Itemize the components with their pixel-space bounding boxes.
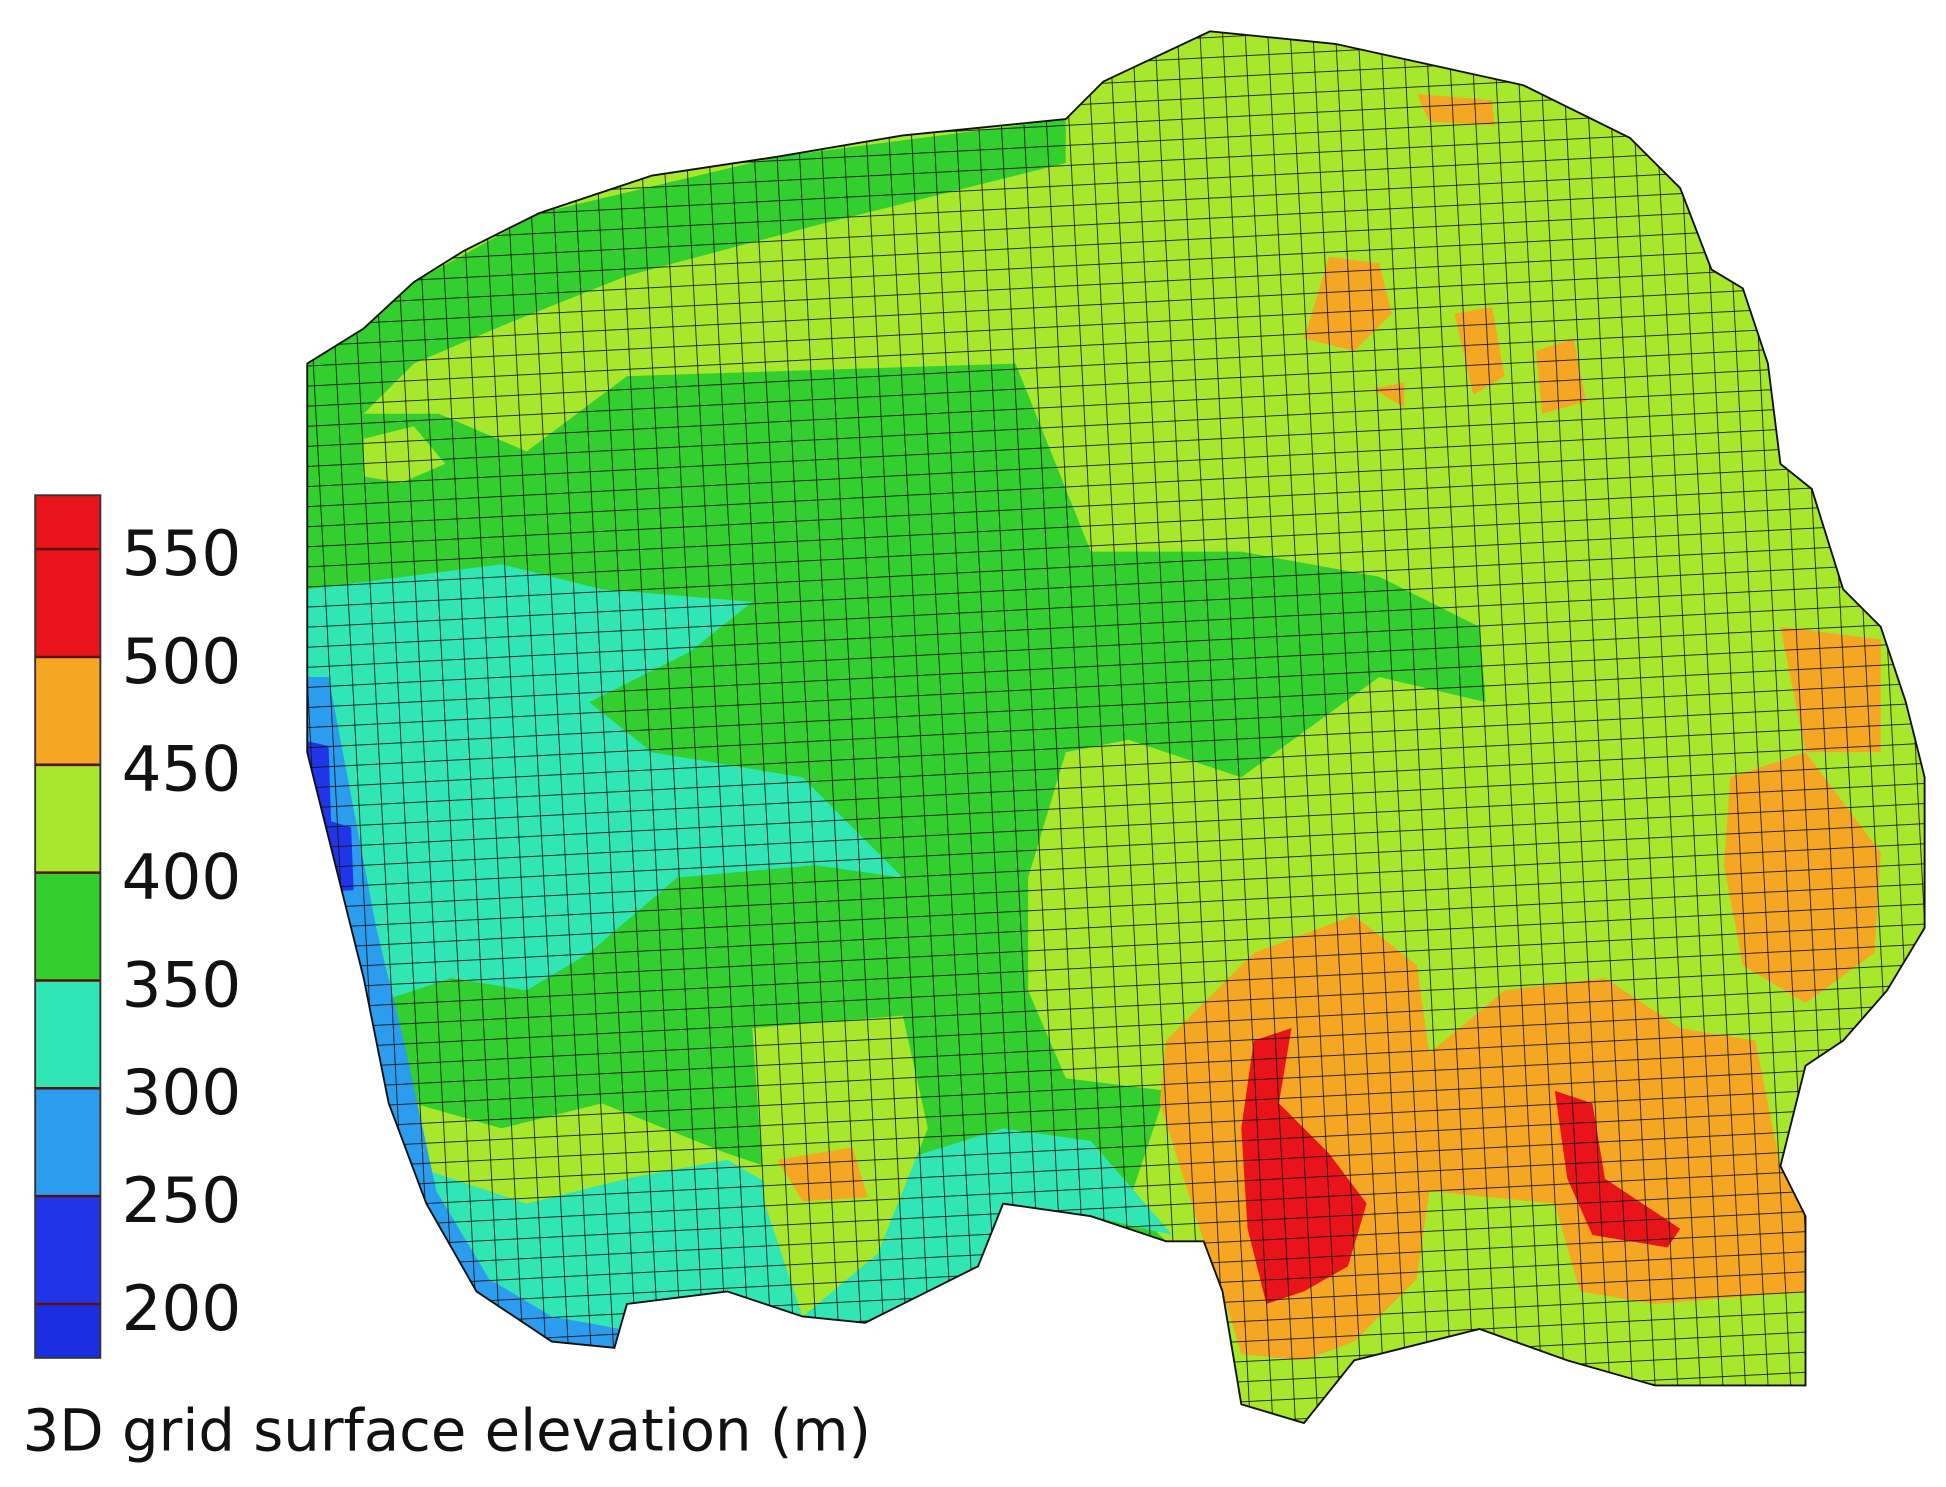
colorbar-band	[35, 1303, 101, 1358]
colorbar-tick-label: 200	[122, 1272, 242, 1345]
colorbar-band	[35, 1088, 101, 1197]
colorbar-tick-label: 550	[122, 517, 242, 590]
colorbar-tick-label: 400	[122, 841, 242, 914]
colorbar-frame	[34, 494, 102, 1359]
colorbar-tick-label: 450	[122, 733, 242, 806]
colorbar: 200 250 300 350 400 450 500 550	[34, 494, 242, 1359]
colorbar-tick-label: 350	[122, 948, 242, 1021]
colorbar-tick-label: 300	[122, 1056, 242, 1129]
grid-mesh	[307, 31, 1925, 1424]
colorbar-band	[35, 764, 101, 873]
colorbar-band	[35, 549, 101, 657]
colorbar-band	[35, 872, 101, 981]
colorbar-tick-label: 250	[122, 1164, 242, 1237]
colorbar-band	[35, 495, 101, 550]
colorbar-tick-label: 500	[122, 625, 242, 698]
elevation-surface	[307, 31, 1925, 1424]
colorbar-band	[35, 656, 101, 765]
colorbar-band	[35, 1196, 101, 1304]
colorbar-title: 3D grid surface elevation (m)	[23, 1397, 871, 1465]
colorbar-band	[35, 980, 101, 1089]
